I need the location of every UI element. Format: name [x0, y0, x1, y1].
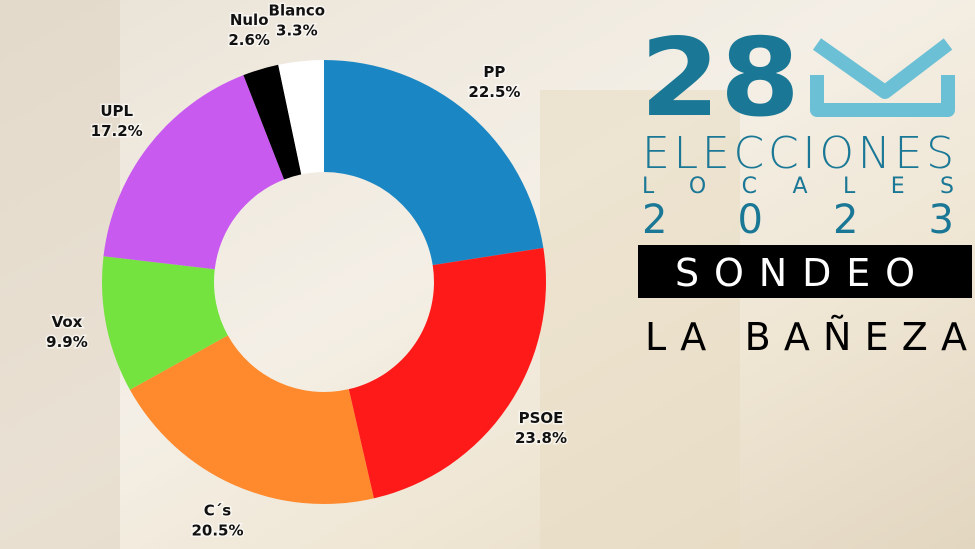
- slice: [324, 60, 544, 266]
- envelope-flap: [812, 38, 953, 99]
- slice-label: UPL: [100, 102, 133, 120]
- slice: [348, 247, 547, 499]
- place-text: LA BAÑEZA: [645, 315, 967, 359]
- slice-value: 22.5%: [468, 83, 520, 101]
- donut: PP 22.5% PSOE 23.8% C´s 20.5% Vox 9.9% UPL 17.2% N…: [45, 0, 569, 541]
- badge-box: [638, 245, 972, 298]
- slice-label: PP: [483, 63, 505, 81]
- slice-value: 3.3%: [276, 21, 318, 39]
- slice-label: C´s: [204, 501, 232, 519]
- logo-number: 28: [640, 16, 800, 141]
- slice: [101, 256, 228, 390]
- slice: [129, 335, 374, 504]
- slice: [243, 64, 302, 180]
- slice-value: 23.8%: [515, 429, 567, 447]
- background-building: [540, 90, 740, 549]
- slice-value: 17.2%: [91, 122, 143, 140]
- envelope-icon: [810, 38, 955, 117]
- slice-label: Nulo: [230, 11, 269, 29]
- slice-label: Vox: [52, 313, 83, 331]
- slice-value: 9.9%: [46, 333, 88, 351]
- background-building: [0, 0, 120, 549]
- slice-value: 20.5%: [191, 521, 243, 539]
- logo-line1: ELECCIONES: [642, 128, 954, 179]
- slice: [278, 60, 324, 175]
- slice: [103, 75, 285, 270]
- slice-label: PSOE: [519, 409, 564, 427]
- logo-line2: LOCALES: [642, 174, 954, 199]
- slice-label: Blanco: [269, 1, 326, 19]
- slice-value: 2.6%: [228, 31, 270, 49]
- envelope-body: [810, 75, 955, 117]
